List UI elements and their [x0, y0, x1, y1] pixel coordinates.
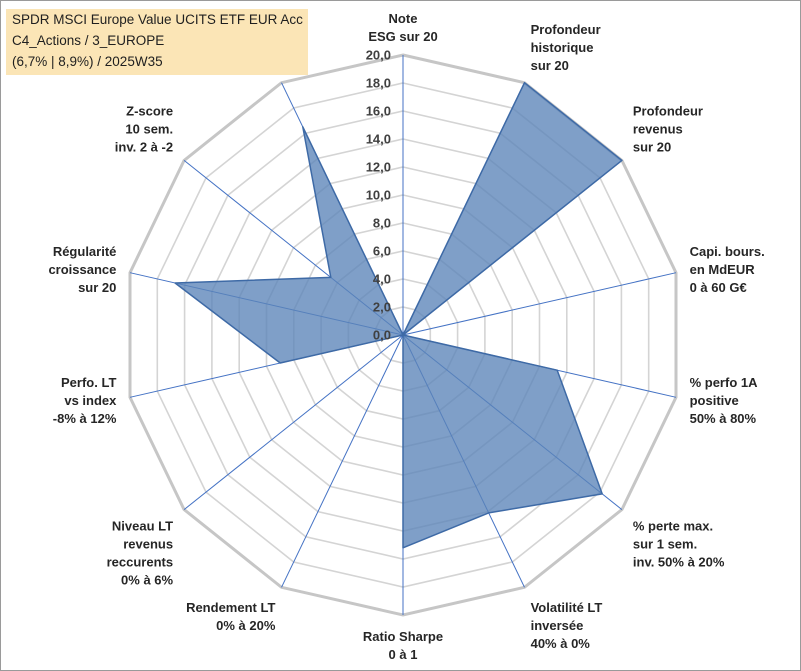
tick-label: 16,0	[366, 104, 391, 119]
axis-label-line: -8% à 12%	[53, 411, 117, 426]
axis-label-line: Rendement LT	[186, 600, 275, 615]
tick-label: 0,0	[373, 328, 391, 343]
axis-label: Volatilité LT inversée 40% à 0%	[531, 600, 603, 651]
axis-label: Z-score 10 sem. inv. 2 à -2	[115, 104, 173, 155]
tick-label: 18,0	[366, 76, 391, 91]
axis-label-line: sur 20	[78, 280, 116, 295]
radial-axis-line	[183, 334, 404, 510]
axis-label: Niveau LT revenus reccurents 0% à 6%	[107, 518, 174, 587]
axis-label: % perte max. sur 1 sem. inv. 50% à 20%	[633, 518, 725, 569]
fund-period: (6,7% | 8,9%) / 2025W35	[12, 54, 163, 69]
tick-label: 8,0	[373, 216, 391, 231]
axis-label: Note ESG sur 20	[368, 11, 437, 44]
axis-label-line: Profondeur	[633, 104, 703, 119]
axis-label: Ratio Sharpe 0 à 1	[363, 629, 443, 662]
axis-label-line: 0% à 6%	[121, 572, 173, 587]
axis-label-line: inv. 2 à -2	[115, 140, 173, 155]
axis-label-line: ESG sur 20	[368, 29, 437, 44]
fund-name: SPDR MSCI Europe Value UCITS ETF EUR Acc	[12, 12, 303, 27]
tick-label: 6,0	[373, 244, 391, 259]
tick-label: 4,0	[373, 272, 391, 287]
tick-label: 12,0	[366, 160, 391, 175]
axis-label-line: Z-score	[126, 104, 173, 119]
axis-label-line: 50% à 80%	[690, 411, 757, 426]
radial-tick-labels: 0,0 2,0 4,0 6,0 8,0 10,0 12,0 14,0 16,0 18,0 20,0	[366, 48, 391, 343]
axis-label-line: sur 20	[531, 58, 569, 73]
axis-label-line: Niveau LT	[112, 518, 173, 533]
axis-label-line: sur 20	[633, 140, 671, 155]
axis-label-line: historique	[531, 40, 594, 55]
radial-axis-line	[281, 334, 404, 588]
axis-label-line: en MdEUR	[690, 262, 756, 277]
radar-series	[174, 81, 623, 549]
tick-label: 2,0	[373, 300, 391, 315]
tick-label: 14,0	[366, 132, 391, 147]
axis-label-line: croissance	[48, 262, 116, 277]
axis-label-line: 0% à 20%	[216, 618, 276, 633]
axis-label-line: positive	[690, 393, 739, 408]
tick-label: 20,0	[366, 48, 391, 63]
axis-label-line: Perfo. LT	[61, 375, 116, 390]
axis-label-line: % perte max.	[633, 518, 713, 533]
axis-label-line: 40% à 0%	[531, 636, 591, 651]
axis-label-line: % perfo 1A	[690, 375, 759, 390]
axis-label-line: Profondeur	[531, 22, 601, 37]
series-area	[174, 81, 623, 549]
axis-label-line: Note	[389, 11, 418, 26]
axis-label-line: 0 à 60 G€	[690, 280, 747, 295]
axis-label-line: reccurents	[107, 554, 173, 569]
axis-label-line: Ratio Sharpe	[363, 629, 443, 644]
axis-label: Profondeur revenus sur 20	[633, 104, 703, 155]
axis-label: % perfo 1A positive 50% à 80%	[690, 375, 759, 426]
axis-label: Capi. bours. en MdEUR 0 à 60 G€	[690, 244, 765, 295]
axis-label-line: inversée	[531, 618, 584, 633]
chart-title-box: SPDR MSCI Europe Value UCITS ETF EUR Acc…	[6, 9, 308, 75]
axis-label-line: vs index	[64, 393, 117, 408]
axis-label-line: sur 1 sem.	[633, 536, 697, 551]
axis-label-line: revenus	[633, 122, 683, 137]
axis-label-line: Régularité	[53, 244, 117, 259]
axis-labels: Note ESG sur 20 Profondeur historique sur 20…	[48, 11, 764, 662]
radial-axis-line	[402, 272, 677, 336]
axis-label: Perfo. LT vs index -8% à 12%	[53, 375, 117, 426]
tick-label: 10,0	[366, 188, 391, 203]
axis-label-line: inv. 50% à 20%	[633, 554, 725, 569]
axis-label: Rendement LT 0% à 20%	[186, 600, 276, 633]
axis-label-line: revenus	[123, 536, 173, 551]
axis-label: Régularité croissance sur 20	[48, 244, 116, 295]
fund-category: C4_Actions / 3_EUROPE	[12, 33, 165, 48]
axis-label: Profondeur historique sur 20	[531, 22, 601, 73]
axis-label-line: Volatilité LT	[531, 600, 603, 615]
axis-label-line: 10 sem.	[125, 122, 173, 137]
axis-label-line: Capi. bours.	[690, 244, 765, 259]
axis-label-line: 0 à 1	[389, 647, 418, 662]
